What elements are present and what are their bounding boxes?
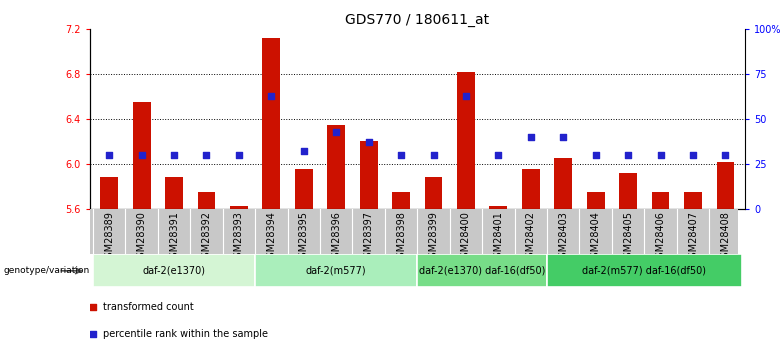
Text: GSM28404: GSM28404 [590,211,601,264]
Bar [547,254,742,287]
Point [525,134,537,140]
Point [103,152,115,158]
Text: GSM28400: GSM28400 [461,211,471,264]
Point [200,152,213,158]
Text: GSM28393: GSM28393 [234,211,244,264]
Text: GSM28407: GSM28407 [688,211,698,264]
Bar [555,158,573,209]
Text: GSM28405: GSM28405 [623,211,633,264]
Text: GSM28401: GSM28401 [494,211,503,264]
Text: GSM28406: GSM28406 [655,211,665,264]
Text: GSM28408: GSM28408 [721,211,730,264]
Bar [165,177,183,209]
Point [136,152,148,158]
Bar [295,169,313,209]
Bar [424,177,442,209]
Text: GSM28392: GSM28392 [201,211,211,264]
Point [654,152,667,158]
Text: daf-2(m577): daf-2(m577) [306,266,367,276]
Text: GSM28398: GSM28398 [396,211,406,264]
Text: GSM28403: GSM28403 [558,211,569,264]
Text: GSM28389: GSM28389 [105,211,114,264]
Bar [93,254,255,287]
Point [427,152,440,158]
Bar [417,254,547,287]
Point [168,152,180,158]
Point [232,152,245,158]
Text: GSM28390: GSM28390 [136,211,147,264]
Point [622,152,634,158]
Bar [651,192,669,209]
Text: GSM28395: GSM28395 [299,211,309,264]
Text: GSM28399: GSM28399 [428,211,438,264]
Bar [490,206,507,209]
Text: GSM28396: GSM28396 [332,211,341,264]
Bar [522,169,540,209]
Bar [328,125,345,209]
Point [265,93,278,98]
Point [395,152,407,158]
Bar [457,72,475,209]
Text: GSM28402: GSM28402 [526,211,536,264]
Bar [392,192,410,209]
Text: GSM28397: GSM28397 [363,211,374,264]
Text: GSM28391: GSM28391 [169,211,179,264]
Bar [101,177,118,209]
Bar [230,206,248,209]
Text: daf-2(e1370): daf-2(e1370) [143,266,206,276]
Bar [587,192,604,209]
Text: daf-2(e1370) daf-16(df50): daf-2(e1370) daf-16(df50) [419,266,545,276]
Point [686,152,699,158]
Bar [133,102,151,209]
Text: genotype/variation: genotype/variation [4,266,90,275]
Point [492,152,505,158]
Bar [262,38,280,209]
Point [363,140,375,145]
Text: daf-2(m577) daf-16(df50): daf-2(m577) daf-16(df50) [583,266,707,276]
Point [557,134,569,140]
Bar [197,192,215,209]
Title: GDS770 / 180611_at: GDS770 / 180611_at [346,13,489,27]
Point [297,149,310,154]
Bar [717,162,734,209]
Bar [360,141,378,209]
Bar [255,254,417,287]
Text: GSM28394: GSM28394 [266,211,276,264]
Point [459,93,472,98]
Point [330,129,342,134]
Bar [684,192,702,209]
Point [590,152,602,158]
Point [719,152,732,158]
Point [277,228,289,234]
Text: transformed count: transformed count [103,302,193,312]
Bar [619,173,637,209]
Text: percentile rank within the sample: percentile rank within the sample [103,329,268,338]
